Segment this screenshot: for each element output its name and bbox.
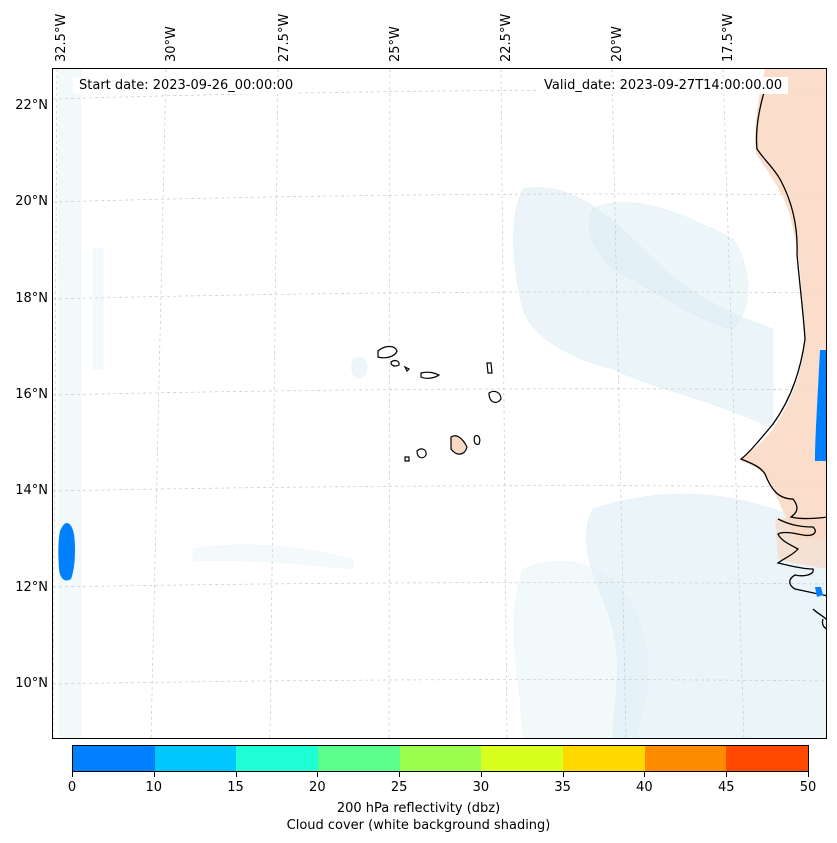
coastline bbox=[739, 88, 826, 630]
map-frame: Start date: 2023-09-26_00:00:00 Valid_da… bbox=[52, 68, 827, 739]
colorbar-segment-7 bbox=[644, 746, 727, 771]
colorbar-segment-5 bbox=[481, 746, 564, 771]
island-sal bbox=[486, 362, 493, 374]
start-date-label: Start date: 2023-09-26_00:00:00 bbox=[73, 77, 300, 94]
lat-label-18n: 18°N bbox=[15, 291, 48, 306]
colorbar-tick-label-3: 20 bbox=[309, 780, 326, 795]
island-maio bbox=[473, 434, 481, 446]
colorbar-tick-mark-0 bbox=[72, 772, 73, 777]
colorbar-segment-8 bbox=[726, 746, 809, 771]
colorbar-tick-mark-6 bbox=[562, 772, 564, 777]
cloud-cover-shading bbox=[58, 69, 826, 738]
valid-date-label: Valid_date: 2023-09-27T14:00:00.00 bbox=[538, 77, 789, 94]
lon-label-17-5w: 17.5°W bbox=[721, 13, 736, 62]
colorbar-segment-1 bbox=[154, 746, 237, 771]
island-brava bbox=[404, 456, 410, 462]
colorbar-tick-mark-5 bbox=[480, 772, 482, 777]
island-boa-vista bbox=[488, 390, 502, 403]
colorbar-caption-cloud-cover: Cloud cover (white background shading) bbox=[286, 818, 551, 833]
colorbar bbox=[72, 745, 809, 772]
colorbar-tick-mark-4 bbox=[399, 772, 401, 777]
colorbar-tick-label-2: 15 bbox=[227, 780, 244, 795]
colorbar-tick-mark-3 bbox=[317, 772, 319, 777]
lon-label-25w: 25°W bbox=[388, 26, 403, 62]
colorbar-tick-mark-7 bbox=[644, 772, 646, 777]
island-sao-vicente bbox=[390, 359, 400, 367]
lat-label-14n: 14°N bbox=[15, 483, 48, 498]
colorbar-tick-label-1: 10 bbox=[145, 780, 163, 795]
island-fogo bbox=[416, 448, 427, 459]
african-land-tint bbox=[741, 69, 826, 569]
colorbar-caption-reflectivity: 200 hPa reflectivity (dbz) bbox=[336, 801, 501, 816]
lat-label-16n: 16°N bbox=[15, 387, 48, 402]
colorbar-segment-3 bbox=[318, 746, 400, 771]
island-santo-antao bbox=[377, 345, 398, 359]
island-sao-nicolau bbox=[420, 371, 441, 379]
reflectivity-blob-east bbox=[815, 350, 826, 461]
reflectivity-blob-west bbox=[58, 523, 75, 581]
reflectivity-blobs bbox=[58, 350, 826, 597]
lat-label-12n: 12°N bbox=[15, 580, 48, 595]
lat-label-10n: 10°N bbox=[15, 676, 48, 691]
lon-label-30w: 30°W bbox=[164, 26, 179, 62]
colorbar-tick-mark-1 bbox=[153, 772, 155, 777]
lat-label-22n: 22°N bbox=[15, 98, 48, 113]
colorbar-tick-label-4: 25 bbox=[390, 780, 408, 795]
lat-label-20n: 20°N bbox=[15, 194, 48, 209]
island-santiago bbox=[450, 435, 468, 455]
colorbar-tick-mark-9 bbox=[808, 772, 809, 777]
colorbar-tick-label-8: 45 bbox=[717, 780, 735, 795]
map-canvas bbox=[53, 69, 826, 738]
map-gridlines bbox=[53, 69, 826, 738]
colorbar-segment-4 bbox=[399, 746, 482, 771]
island-santa-luzia bbox=[403, 365, 411, 373]
colorbar-segment-0 bbox=[73, 746, 155, 771]
lon-label-20w: 20°W bbox=[610, 26, 625, 62]
colorbar-tick-mark-8 bbox=[726, 772, 728, 777]
colorbar-tick-label-7: 40 bbox=[636, 780, 653, 795]
lon-label-32-5w: 32.5°W bbox=[54, 13, 69, 62]
colorbar-tick-mark-2 bbox=[235, 772, 237, 777]
reflectivity-blob-small bbox=[815, 587, 823, 597]
cape-verde-islands bbox=[377, 345, 502, 462]
colorbar-tick-label-0: 0 bbox=[67, 780, 77, 795]
colorbar-tick-label-9: 50 bbox=[799, 780, 817, 795]
lon-label-27-5w: 27.5°W bbox=[277, 13, 292, 62]
colorbar-segment-2 bbox=[236, 746, 319, 771]
lon-label-22-5w: 22.5°W bbox=[499, 13, 514, 62]
colorbar-tick-label-6: 35 bbox=[554, 780, 571, 795]
colorbar-tick-label-5: 30 bbox=[472, 780, 490, 795]
colorbar-segment-6 bbox=[563, 746, 645, 771]
